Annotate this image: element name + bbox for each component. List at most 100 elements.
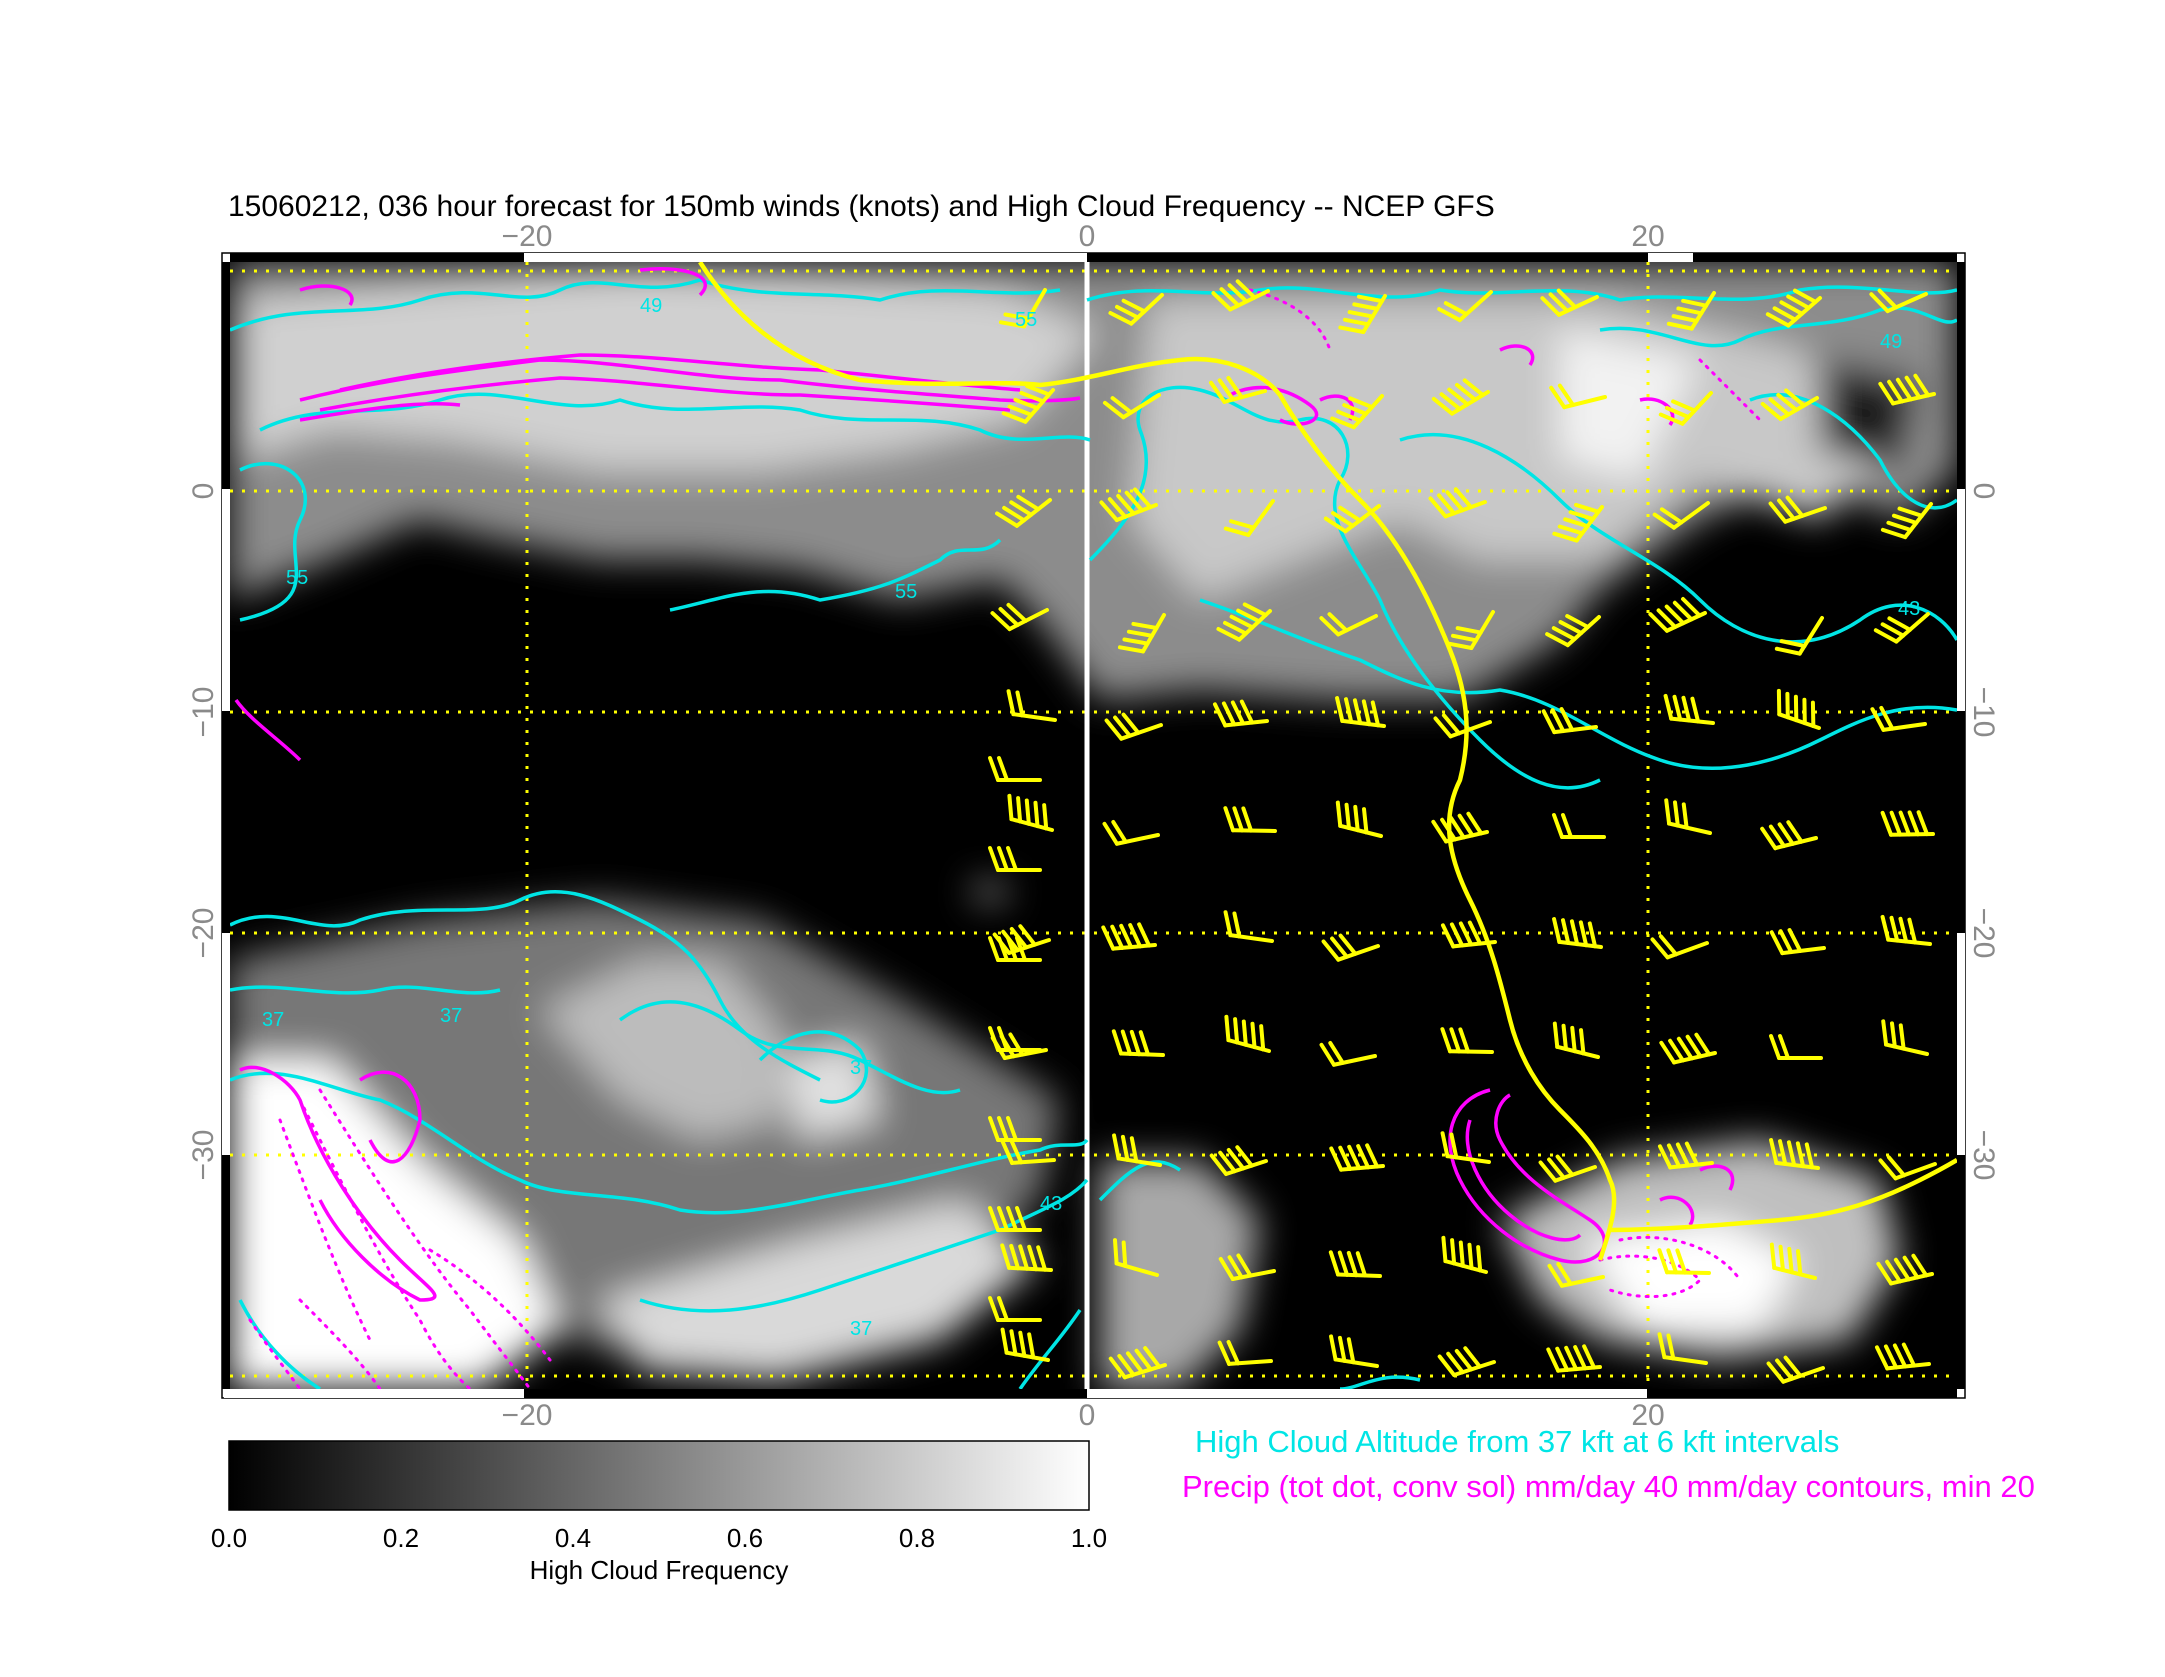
map-title: 15060212, 036 hour forecast for 150mb wi… (228, 190, 1495, 223)
wind-barbs (988, 279, 1937, 1384)
wind-barb (1212, 699, 1269, 728)
wind-barb (1878, 373, 1936, 406)
wind-barb (1760, 388, 1819, 421)
contour-label: 43 (1898, 598, 1920, 620)
wind-barb (1216, 602, 1272, 642)
wind-barb (988, 1116, 1042, 1142)
wind-barb (1876, 1253, 1934, 1286)
wind-barb (1881, 1019, 1929, 1056)
wind-barb (1223, 499, 1275, 537)
wind-barb (1657, 1332, 1708, 1365)
cloud-altitude-legend: High Cloud Altitude from 37 kft at 6 kft… (1195, 1424, 1839, 1459)
colorbar-tick: 0.0 (211, 1523, 247, 1553)
wind-barb (1319, 612, 1378, 637)
wind-barb (1776, 688, 1821, 730)
wind-barb (1880, 810, 1935, 837)
wind-barb (1545, 614, 1601, 648)
wind-barb (1000, 1327, 1050, 1362)
y-axis-left: 0 −10 −20 −30 (187, 483, 220, 1181)
colorbar-tick: 0.6 (727, 1523, 763, 1553)
wind-barb (1006, 689, 1057, 722)
colorbar-tick: 0.4 (555, 1523, 591, 1553)
wind-barb (1321, 933, 1380, 962)
wind-barb (1108, 293, 1164, 326)
colorbar-tick: 0.2 (383, 1523, 419, 1553)
wind-barb (1874, 1342, 1931, 1371)
y-tick-label: −10 (187, 687, 220, 738)
wind-barb (1648, 596, 1707, 633)
wind-barb (1769, 928, 1826, 956)
colorbar-gradient (228, 1440, 1090, 1511)
frame-tick-bar-left (222, 262, 230, 1389)
wind-barb (1552, 813, 1606, 839)
wind-barb (1338, 294, 1387, 335)
wind-barb (1431, 378, 1490, 416)
wind-barb (1880, 502, 1933, 540)
wind-barb (1007, 793, 1054, 832)
wind-barb (1328, 1250, 1382, 1278)
wind-barb (1658, 391, 1713, 426)
y-axis-right: 0 −10 −20 −30 (1967, 483, 2000, 1181)
colorbar-tick: 0.8 (899, 1523, 935, 1553)
wind-barb (1878, 1155, 1937, 1181)
frame-white-segments (222, 253, 1965, 1398)
wind-barb (1112, 1133, 1162, 1167)
wind-barb (1433, 713, 1492, 739)
contour-label: 43 (1040, 1193, 1062, 1215)
wind-barb (1873, 612, 1930, 644)
wind-barb (1440, 920, 1497, 949)
wind-barb (1101, 922, 1157, 951)
contour-label: 37 (440, 1005, 462, 1027)
y-tick-label: 0 (1967, 483, 2000, 500)
y-tick-label: 0 (187, 483, 220, 500)
wind-barb (1437, 1346, 1496, 1377)
wind-barb (1869, 288, 1928, 314)
wind-barb (1541, 707, 1598, 735)
cloud-altitude-contours (230, 278, 1957, 1389)
wind-barb (1217, 1339, 1273, 1366)
wind-barb (1102, 393, 1161, 420)
wind-barb (1664, 798, 1712, 835)
wind-barb (1769, 1034, 1823, 1060)
y-tick-label: −30 (1967, 1130, 2000, 1181)
wind-barb (988, 846, 1042, 872)
contour-label: 55 (895, 581, 917, 603)
wind-barb (988, 1026, 1042, 1052)
y-tick-label: −10 (1967, 687, 2000, 738)
wind-barb (1870, 705, 1927, 732)
wind-barb (1335, 696, 1386, 728)
wind-barb (1657, 1141, 1714, 1170)
wind-barb (1000, 1243, 1053, 1272)
wind-barb (1768, 495, 1827, 524)
wind-barb (998, 288, 1047, 329)
wind-barb (988, 756, 1042, 782)
wind-barb (1652, 501, 1710, 530)
wind-barb (1113, 1238, 1159, 1277)
precip-contours-convective (234, 266, 1735, 1302)
wind-barb (1209, 1145, 1268, 1176)
frame-tick-bar-top (230, 253, 1957, 262)
wind-barb (1657, 1248, 1711, 1275)
wind-barb (1552, 1021, 1600, 1059)
y-tick-label: −30 (187, 1130, 220, 1181)
contour-label: 37 (850, 1318, 872, 1340)
wind-barb (990, 602, 1049, 632)
wind-barb (1223, 806, 1277, 833)
y-tick-label: −20 (1967, 908, 2000, 959)
wind-barb (1769, 1138, 1820, 1170)
frame-tick-bar-right (1957, 262, 1965, 1389)
wind-barb (1209, 376, 1267, 404)
wind-barb (1760, 820, 1818, 851)
wind-barb (1880, 914, 1932, 946)
wind-barb (988, 1206, 1042, 1232)
wind-barb (1552, 917, 1603, 949)
x-axis-bottom: −20 0 20 (502, 1399, 1665, 1432)
wind-barb (1323, 504, 1381, 534)
wind-barb (1769, 1242, 1817, 1280)
wind-barb (1099, 487, 1158, 523)
wind-barb (1329, 1143, 1385, 1172)
contour-labels: 55 55 49 37 37 37 43 37 55 49 43 (262, 295, 1920, 1340)
wind-barb (1437, 290, 1493, 323)
x-tick-label: 20 (1631, 220, 1664, 253)
